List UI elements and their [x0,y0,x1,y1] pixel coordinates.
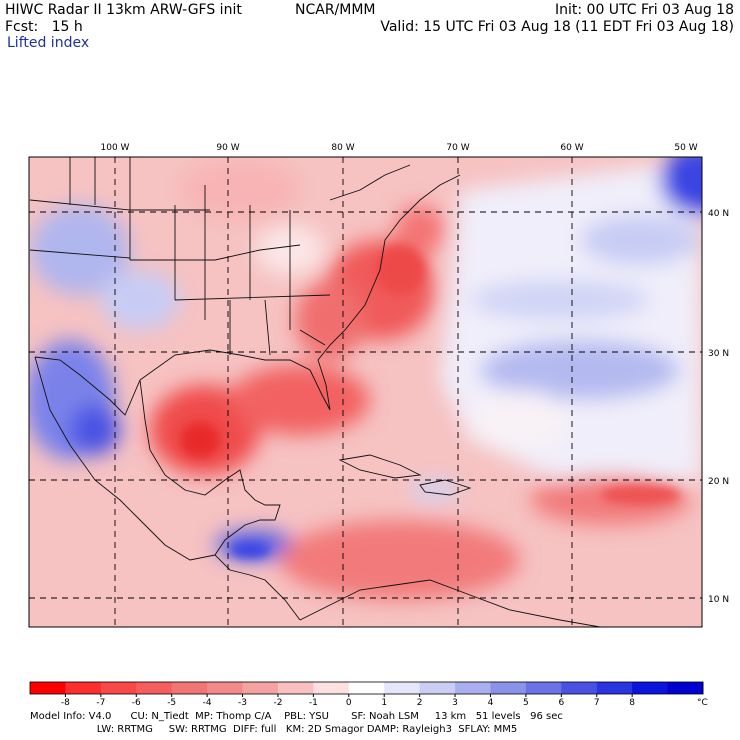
colorbar-swatch [136,682,173,694]
colorbar-label: 1 [381,698,387,708]
colorbar-swatch [596,682,633,694]
lat-label-10n: 10 N [708,595,729,605]
lon-label-100w: 100 W [101,143,130,153]
model-info-line1: Model Info: V4.0 CU: N_Tiedt MP: Thomp C… [30,711,563,722]
model-info-line2: LW: RRTMG SW: RRTMG DIFF: full KM: 2D Sm… [30,724,518,735]
colorbar-swatch [100,682,137,694]
colorbar-swatch [277,682,314,694]
lon-label-70w: 70 W [446,143,469,153]
lon-label-90w: 90 W [216,143,239,153]
colorbar-swatch [207,682,244,694]
colorbar-swatch [632,682,669,694]
colorbar-swatch [667,682,704,694]
colorbar-swatch [348,682,385,694]
colorbar-label: -4 [203,698,212,708]
colorbar-swatch [561,682,598,694]
colorbar-swatch [490,682,527,694]
colorbar-swatch [65,682,102,694]
lon-label-80w: 80 W [331,143,354,153]
lat-label-20n: 20 N [708,477,729,487]
colorbar-label: -5 [167,698,176,708]
colorbar-swatch [30,682,66,694]
init-time: Init: 00 UTC Fri 03 Aug 18 [554,2,734,18]
colorbar-label: 4 [488,698,494,708]
colorbar-label: -1 [309,698,318,708]
colorbar-label: -6 [132,698,141,708]
colorbar-swatch [242,682,279,694]
colorbar-unit: °C [697,698,708,708]
lon-label-60w: 60 W [560,143,583,153]
colorbar-swatch [171,682,208,694]
colorbar-label: -7 [96,698,105,708]
organization-label: NCAR/MMM [295,2,376,18]
model-title: HIWC Radar II 13km ARW-GFS init [5,2,242,18]
colorbar-swatches [30,682,704,694]
colorbar-label: 5 [523,698,529,708]
map-frame [28,156,703,628]
coastlines-and-borders [29,157,601,627]
colorbar-swatch [455,682,491,694]
colorbar-label: -8 [61,698,70,708]
lat-label-40n: 40 N [708,209,729,219]
lat-lon-grid [29,157,702,627]
colorbar-swatch [419,682,456,694]
colorbar-label: -2 [273,698,282,708]
colorbar-label: 7 [594,698,600,708]
colorbar-swatch [313,682,350,694]
colorbar-swatch [384,682,421,694]
valid-time: Valid: 15 UTC Fri 03 Aug 18 (11 EDT Fri … [380,19,734,35]
colorbar-label: 2 [417,698,423,708]
colorbar-label: 8 [629,698,635,708]
colorbar-labels: -8 -7 -6 -5 -4 -3 -2 -1 0 1 2 3 4 5 6 7 8 [61,694,635,708]
lat-label-30n: 30 N [708,349,729,359]
field-name: Lifted index [7,35,90,51]
colorbar-frame [29,681,704,695]
colorbar-swatch [525,682,562,694]
lon-label-50w: 50 W [674,143,697,153]
colorbar-label: 6 [558,698,564,708]
colorbar-label: 3 [452,698,458,708]
colorbar-label: 0 [346,698,352,708]
colorbar-label: -3 [238,698,247,708]
forecast-hour: Fcst: 15 h [5,19,83,35]
